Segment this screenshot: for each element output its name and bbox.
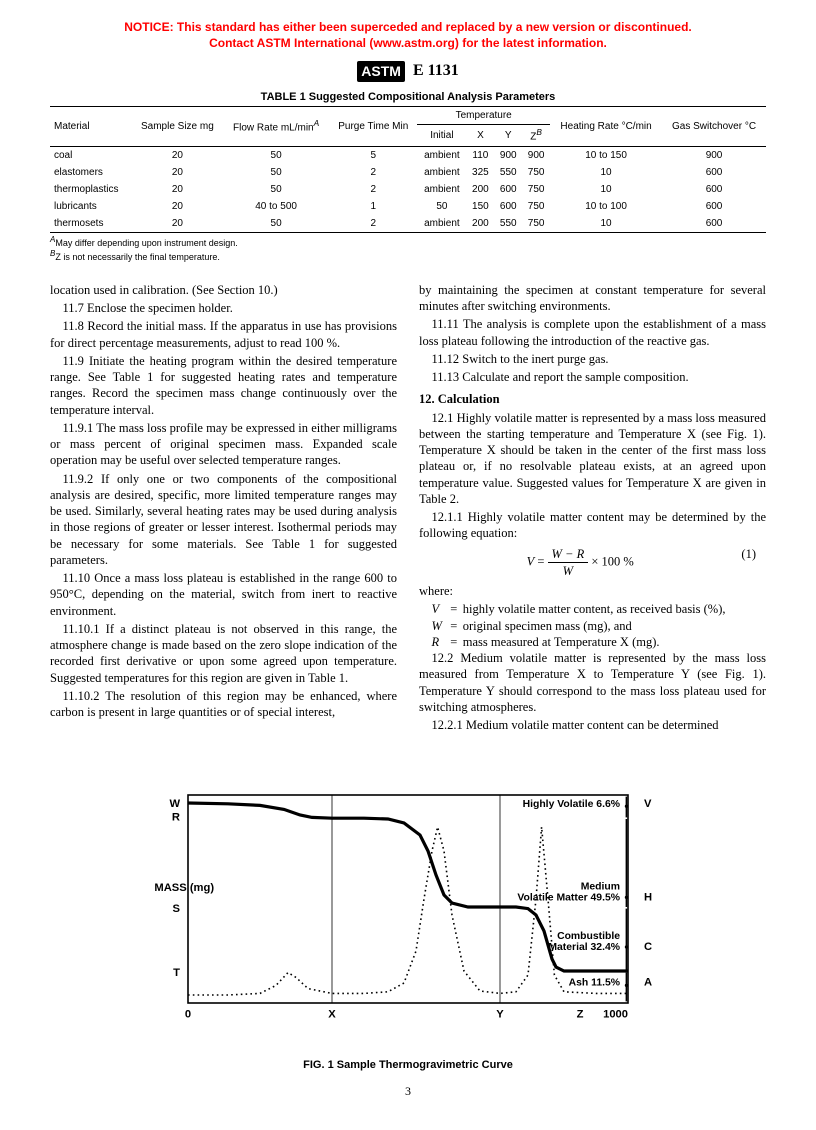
th-sample: Sample Size mg bbox=[132, 107, 223, 146]
svg-text:1000: 1000 bbox=[603, 1009, 628, 1021]
p-122: 12.2 Medium volatile matter is represent… bbox=[419, 650, 766, 715]
left-column: location used in calibration. (See Secti… bbox=[50, 282, 397, 736]
table-row: elastomers20502ambient32555075010600 bbox=[50, 164, 766, 181]
table-row: lubricants2040 to 50015015060075010 to 1… bbox=[50, 198, 766, 215]
p-11101: 11.10.1 If a distinct plateau is not obs… bbox=[50, 621, 397, 686]
p-121: 12.1 Highly volatile matter is represent… bbox=[419, 410, 766, 508]
svg-text:S: S bbox=[173, 903, 181, 915]
table-row: thermosets20502ambient20055075010600 bbox=[50, 215, 766, 233]
th-initial: Initial bbox=[417, 125, 466, 146]
svg-text:MASS (mg): MASS (mg) bbox=[154, 882, 214, 894]
svg-text:A: A bbox=[644, 977, 652, 989]
th-purge: Purge Time Min bbox=[329, 107, 417, 146]
where-label: where: bbox=[419, 583, 766, 599]
p-1192: 11.9.2 If only one or two components of … bbox=[50, 471, 397, 569]
svg-text:MediumVolatile Matter 49.5%: MediumVolatile Matter 49.5% bbox=[517, 882, 620, 904]
figure-1: W R S T 0 X Y Z 1000 MASS (mg) Highly Vo… bbox=[50, 749, 766, 1072]
p-1112: 11.12 Switch to the inert purge gas. bbox=[419, 351, 766, 367]
svg-text:CombustibleMaterial 32.4%: CombustibleMaterial 32.4% bbox=[548, 931, 620, 953]
p-11102: 11.10.2 The resolution of this region ma… bbox=[50, 688, 397, 721]
figure-caption: FIG. 1 Sample Thermogravimetric Curve bbox=[50, 1058, 766, 1072]
where-list: V=highly volatile matter content, as rec… bbox=[432, 601, 767, 650]
thermogravimetric-curve: W R S T 0 X Y Z 1000 MASS (mg) Highly Vo… bbox=[148, 749, 668, 1049]
notice-line1: NOTICE: This standard has either been su… bbox=[50, 20, 766, 36]
svg-text:T: T bbox=[173, 967, 180, 979]
svg-text:Ash 11.5%: Ash 11.5% bbox=[569, 978, 620, 989]
p-117: 11.7 Enclose the specimen holder. bbox=[50, 300, 397, 316]
notice-line2: Contact ASTM International (www.astm.org… bbox=[50, 36, 766, 52]
th-y: Y bbox=[494, 125, 522, 146]
svg-text:V: V bbox=[644, 798, 652, 810]
p-1110: 11.10 Once a mass loss plateau is establ… bbox=[50, 570, 397, 619]
th-x: X bbox=[466, 125, 494, 146]
equation-1: V = W − RW × 100 % (1) bbox=[419, 546, 766, 580]
th-gas: Gas Switchover °C bbox=[662, 107, 766, 146]
p-119: 11.9 Initiate the heating program within… bbox=[50, 353, 397, 418]
th-z: ZB bbox=[522, 125, 550, 146]
standard-header: ASTM E 1131 bbox=[50, 61, 766, 82]
p-118: 11.8 Record the initial mass. If the app… bbox=[50, 318, 397, 351]
notice-banner: NOTICE: This standard has either been su… bbox=[50, 20, 766, 51]
p-loc: location used in calibration. (See Secti… bbox=[50, 282, 397, 298]
body-columns: location used in calibration. (See Secti… bbox=[50, 282, 766, 736]
standard-designation: E 1131 bbox=[413, 62, 459, 79]
svg-text:H: H bbox=[644, 892, 652, 904]
table-row: coal20505ambient11090090010 to 150900 bbox=[50, 146, 766, 164]
table-row: thermoplastics20502ambient20060075010600 bbox=[50, 181, 766, 198]
svg-text:W: W bbox=[169, 798, 180, 810]
p-1111: 11.11 The analysis is complete upon the … bbox=[419, 316, 766, 349]
page-number: 3 bbox=[50, 1084, 766, 1100]
right-column: by maintaining the specimen at constant … bbox=[419, 282, 766, 736]
astm-logo: ASTM bbox=[357, 61, 405, 81]
svg-text:0: 0 bbox=[185, 1009, 191, 1021]
p-right1: by maintaining the specimen at constant … bbox=[419, 282, 766, 315]
th-temp-group: Temperature bbox=[417, 107, 550, 125]
svg-text:X: X bbox=[328, 1009, 336, 1021]
table1: Material Sample Size mg Flow Rate mL/min… bbox=[50, 106, 766, 232]
p-1211: 12.1.1 Highly volatile matter content ma… bbox=[419, 509, 766, 542]
p-1221: 12.2.1 Medium volatile matter content ca… bbox=[419, 717, 766, 733]
svg-text:Z: Z bbox=[577, 1009, 584, 1021]
svg-text:C: C bbox=[644, 942, 652, 954]
sec12-head: 12. Calculation bbox=[419, 391, 766, 407]
table1-title: TABLE 1 Suggested Compositional Analysis… bbox=[50, 90, 766, 104]
th-flow: Flow Rate mL/minA bbox=[223, 107, 329, 146]
svg-text:Highly Volatile 6.6%: Highly Volatile 6.6% bbox=[523, 799, 620, 810]
svg-text:R: R bbox=[172, 812, 180, 824]
p-1191: 11.9.1 The mass loss profile may be expr… bbox=[50, 420, 397, 469]
svg-text:Y: Y bbox=[496, 1009, 504, 1021]
table1-footnotes: AMay differ depending upon instrument de… bbox=[50, 235, 766, 264]
th-heating: Heating Rate °C/min bbox=[550, 107, 662, 146]
p-1113: 11.13 Calculate and report the sample co… bbox=[419, 369, 766, 385]
th-material: Material bbox=[50, 107, 132, 146]
